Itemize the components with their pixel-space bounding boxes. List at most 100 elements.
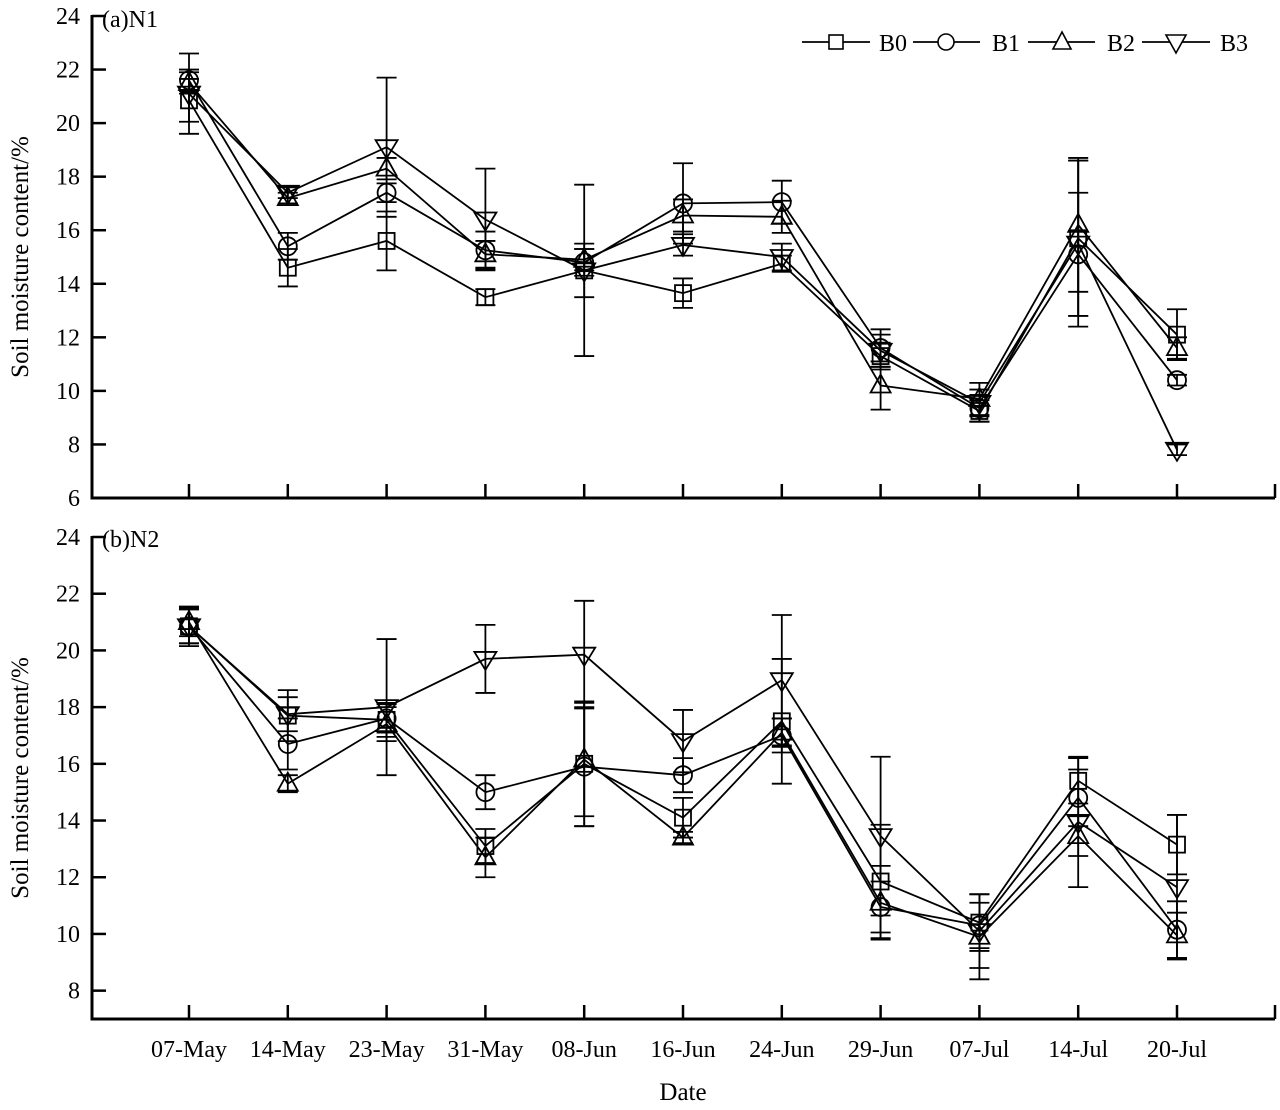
y-tick-label: 20 [56,111,80,137]
x-tick-label: 23-May [349,1037,425,1063]
data-point-triangle-down [966,395,993,416]
data-point-triangle-down [275,706,301,727]
y-tick-label: 18 [56,695,80,721]
axes-a: 6 8 10 12 14 16 18 20 22 24 [56,4,1277,512]
legend-label-b1: B1 [992,31,1020,57]
data-point-triangle-up [770,203,794,225]
y-tick-label: 8 [68,432,80,458]
data-point-square [674,284,692,303]
square-marker-icon [828,34,844,50]
x-tick-label: 16-Jun [650,1037,715,1063]
panel-label-a: (a)N1 [102,7,158,33]
y-tick-label: 18 [56,165,80,191]
series-layer-a [176,52,1190,463]
y-tick-label: 12 [56,865,80,891]
axes-b: 8 10 12 14 16 18 20 22 24 07-May 14-May 23-May 31-Ma… [56,525,1277,1063]
data-point-triangle-down [1164,441,1190,463]
series-b3 [176,599,1190,969]
y-tick-label: 6 [68,486,80,512]
y-tick-label: 16 [56,752,80,778]
series-line [188,625,1178,931]
data-point-triangle-down [571,646,597,668]
data-point-circle [277,236,298,257]
data-point-circle [1167,370,1187,391]
x-tick-label: 29-Jun [848,1037,913,1063]
series-b1 [179,608,1187,959]
data-point-triangle-down [472,211,499,233]
y-tick-label: 16 [56,218,80,244]
panel-b-n2: (b)N2 Soil moisture content/% 8 10 12 14 16 1… [7,525,1277,1106]
y-tick-label: 10 [56,379,80,405]
series-layer-b [176,599,1190,981]
y-tick-label: 22 [56,58,80,84]
data-point-triangle-up [1165,335,1189,356]
data-point-circle [277,734,298,754]
data-point-triangle-down [670,733,696,754]
data-point-triangle-up [869,372,893,394]
y-tick-label: 14 [56,809,80,835]
data-point-square [476,288,495,307]
x-tick-label: 07-Jul [949,1037,1009,1063]
y-axis-title-a: Soil moisture content/% [7,136,34,378]
data-point-triangle-down [1065,235,1091,257]
data-point-square [377,232,396,250]
data-point-triangle-down [769,249,795,270]
x-tick-label: 08-Jun [552,1037,617,1063]
data-point-triangle-down [670,237,696,258]
error-bar [179,52,199,135]
legend-item-b1: B1 [913,31,1020,57]
legend-item-b0: B0 [802,31,907,57]
data-point-triangle-down [1065,814,1091,835]
legend-item-b2: B2 [1028,30,1135,57]
data-point-triangle-up [572,746,596,768]
triangle-down-marker-icon [1164,34,1188,55]
panel-label-b: (b)N2 [102,527,159,553]
x-tick-label: 07-May [151,1037,227,1063]
data-point-triangle-down [769,672,795,693]
y-axis-title-b: Soil moisture content/% [7,657,34,899]
y-tick-label: 20 [56,638,80,664]
data-point-triangle-down [275,184,301,206]
circle-marker-icon [937,33,955,51]
triangle-up-marker-icon [1051,30,1073,50]
series-line [188,621,1178,938]
series-line [188,625,1178,933]
legend-label-b2: B2 [1107,31,1135,57]
legend-label-b0: B0 [879,31,907,57]
data-point-triangle-up [276,770,300,792]
legend: B0 B1 B2 B3 [802,30,1248,57]
legend-label-b3: B3 [1220,31,1248,57]
data-point-triangle-down [867,342,894,364]
series-b3 [176,52,1190,463]
y-tick-label: 24 [56,525,80,551]
panel-a-n1: (a)N1 Soil moisture content/% 6 8 10 12 14 16… [7,4,1277,512]
y-tick-label: 12 [56,325,80,351]
series-line [188,93,1178,451]
series-line [188,99,1178,413]
data-point-triangle-down [472,651,499,672]
data-point-triangle-down [176,618,202,640]
data-point-triangle-down [1164,879,1190,900]
series-b2 [177,606,1189,981]
data-point-triangle-up [473,844,497,866]
y-tick-label: 14 [56,272,80,298]
x-tick-label: 20-Jul [1147,1037,1207,1063]
y-tick-label: 10 [56,922,80,948]
y-tick-label: 24 [56,4,80,30]
x-tick-label: 24-Jun [749,1037,814,1063]
y-tick-label: 8 [68,979,80,1005]
x-axis-title: Date [659,1079,706,1106]
data-point-triangle-down [571,262,597,284]
data-point-triangle-up [671,202,695,224]
data-point-triangle-up [671,824,695,846]
data-point-triangle-down [373,139,400,160]
x-tick-label: 31-May [447,1037,523,1063]
x-tick-label: 14-Jul [1048,1037,1108,1063]
series-line [188,82,1178,400]
data-point-circle [475,782,496,803]
data-point-triangle-down [867,828,894,849]
data-point-triangle-down [176,85,202,107]
y-tick-label: 22 [56,582,80,608]
series-line [188,625,1178,924]
